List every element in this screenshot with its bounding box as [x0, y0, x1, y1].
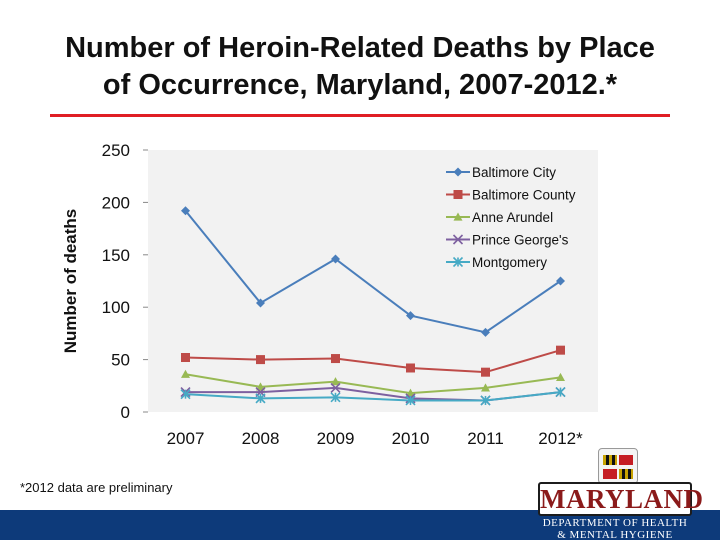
data-point-anne-arundel — [481, 383, 490, 392]
data-point-montgomery — [330, 392, 341, 403]
y-tick-label: 250 — [102, 141, 130, 160]
data-point-baltimore-city — [181, 206, 190, 216]
logo-dept-line2: & MENTAL HYGIENE — [557, 529, 673, 541]
data-point-prince-george-s — [330, 382, 341, 393]
data-point-baltimore-county — [181, 353, 190, 363]
legend-marker — [452, 256, 464, 268]
series-line-montgomery — [185, 391, 561, 402]
x-tick-label: 2010 — [392, 429, 430, 448]
legend-entry-label: Baltimore County — [472, 188, 576, 203]
x-tick-label: 2007 — [167, 429, 205, 448]
legend-marker — [453, 190, 463, 199]
data-point-baltimore-county — [481, 367, 490, 377]
data-point-baltimore-city — [481, 327, 490, 337]
legend-entry-label: Baltimore City — [472, 165, 556, 180]
x-axis: 2007 2008 2009 2010 2011 2012* — [167, 429, 584, 448]
logo-dept-line1: DEPARTMENT OF HEALTH — [542, 517, 688, 529]
data-point-baltimore-city — [331, 254, 340, 264]
series-lines — [180, 206, 566, 406]
data-point-baltimore-city — [256, 298, 265, 308]
x-tick-label: 2011 — [467, 429, 504, 448]
y-tick-label: 50 — [111, 351, 130, 370]
data-point-anne-arundel — [181, 369, 190, 378]
data-point-montgomery — [255, 393, 266, 404]
legend: Baltimore City Baltimore County Anne Arund… — [446, 165, 576, 270]
data-point-baltimore-county — [556, 345, 565, 355]
x-tick-label: 2012* — [538, 429, 583, 448]
y-tick-label: 200 — [102, 193, 130, 212]
slide-title-line1: Number of Heroin-Related Deaths by Place — [65, 32, 655, 64]
maryland-flag-seal-icon — [598, 448, 638, 484]
data-point-montgomery — [180, 389, 191, 400]
data-point-anne-arundel — [556, 372, 565, 382]
y-tick-label: 150 — [102, 246, 130, 265]
data-point-anne-arundel — [331, 377, 340, 386]
series-line-baltimore-city — [184, 210, 562, 334]
x-tick-label: 2008 — [242, 429, 280, 448]
data-point-anne-arundel — [256, 382, 265, 391]
logo-wordmark-box: MARYLAND — [538, 482, 703, 516]
line-chart: 0 50 100 150 200 250 2007 2008 2009 2010 2011 2012… — [61, 141, 598, 448]
data-point-baltimore-city — [556, 276, 565, 286]
logo-wordmark: MARYLAND — [540, 484, 704, 514]
data-point-anne-arundel — [406, 388, 415, 397]
legend-entry-label: Montgomery — [472, 255, 547, 270]
data-point-montgomery — [555, 387, 566, 398]
logo-department-name: DEPARTMENT OF HEALTH & MENTAL HYGIENE — [538, 517, 692, 541]
legend-marker — [453, 212, 463, 221]
x-tick-label: 2009 — [317, 429, 355, 448]
series-line-baltimore-county — [185, 349, 561, 374]
legend-marker — [453, 167, 463, 177]
slide-title-line2: of Occurrence, Maryland, 2007-2012.* — [102, 69, 618, 101]
plot-area — [148, 150, 598, 412]
y-tick-label: 0 — [121, 403, 130, 422]
title-divider — [50, 114, 670, 117]
data-point-baltimore-county — [331, 354, 340, 364]
y-tick-label: 100 — [102, 298, 130, 317]
dhmh-logo: MARYLAND DEPARTMENT OF HEALTH & MENTAL H… — [538, 448, 703, 541]
data-point-montgomery — [405, 395, 416, 406]
footnote: *2012 data are preliminary — [20, 480, 173, 495]
data-point-montgomery — [480, 395, 491, 406]
data-point-baltimore-county — [406, 363, 415, 373]
data-point-baltimore-county — [256, 355, 265, 365]
legend-entry-label: Prince George's — [472, 233, 569, 248]
data-point-baltimore-city — [406, 311, 415, 321]
series-line-anne-arundel — [185, 373, 561, 395]
legend-marker — [452, 234, 464, 245]
y-axis: 0 50 100 150 200 250 — [102, 141, 148, 422]
slide-title: Number of Heroin-Related Deaths by Place… — [0, 30, 720, 104]
y-axis-label: Number of deaths — [61, 209, 80, 354]
legend-entry-label: Anne Arundel — [472, 210, 553, 225]
